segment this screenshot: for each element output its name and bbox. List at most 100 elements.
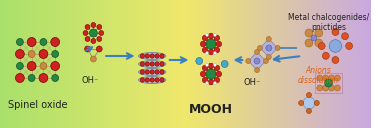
Circle shape <box>17 62 23 70</box>
Circle shape <box>202 47 208 53</box>
Circle shape <box>332 29 339 35</box>
Circle shape <box>160 70 164 74</box>
Circle shape <box>328 75 335 81</box>
Circle shape <box>52 51 59 57</box>
Circle shape <box>214 47 220 53</box>
Circle shape <box>145 78 149 82</box>
Circle shape <box>266 45 272 51</box>
Circle shape <box>208 63 214 69</box>
Circle shape <box>155 70 159 74</box>
Circle shape <box>246 58 251 63</box>
Circle shape <box>51 38 60 46</box>
Circle shape <box>150 54 154 58</box>
Circle shape <box>332 56 339 63</box>
Circle shape <box>322 52 329 59</box>
Circle shape <box>83 30 88 35</box>
Circle shape <box>28 74 35 82</box>
Circle shape <box>214 82 216 84</box>
Circle shape <box>214 51 216 55</box>
Circle shape <box>40 62 47 70</box>
Text: OH⁻: OH⁻ <box>82 76 99 85</box>
Circle shape <box>28 51 35 57</box>
Circle shape <box>155 54 159 58</box>
Polygon shape <box>260 39 277 57</box>
Ellipse shape <box>138 77 166 83</box>
Text: Metal chalcogenides/
pnictides: Metal chalcogenides/ pnictides <box>288 13 369 32</box>
Circle shape <box>315 29 323 37</box>
Circle shape <box>221 61 228 67</box>
Circle shape <box>214 35 220 41</box>
Circle shape <box>91 23 96 28</box>
Circle shape <box>208 79 214 85</box>
Circle shape <box>200 41 206 47</box>
Circle shape <box>140 70 144 74</box>
Circle shape <box>202 65 208 71</box>
Circle shape <box>254 67 259 72</box>
Ellipse shape <box>138 68 166 76</box>
Circle shape <box>196 57 203 65</box>
Circle shape <box>346 42 353 50</box>
Circle shape <box>15 50 24 58</box>
Circle shape <box>15 73 24 83</box>
Circle shape <box>214 65 220 71</box>
Circle shape <box>299 100 304 105</box>
Circle shape <box>323 85 328 91</box>
Circle shape <box>311 35 317 41</box>
Text: Spinel oxide: Spinel oxide <box>8 100 67 110</box>
Circle shape <box>206 34 209 36</box>
Circle shape <box>275 45 280 51</box>
Circle shape <box>315 39 323 47</box>
Circle shape <box>325 79 333 87</box>
Circle shape <box>160 78 164 82</box>
Circle shape <box>263 58 268 63</box>
Circle shape <box>90 29 97 37</box>
Circle shape <box>17 39 23 45</box>
Circle shape <box>254 50 259 55</box>
Circle shape <box>145 62 149 66</box>
Circle shape <box>91 39 96 44</box>
Circle shape <box>39 73 48 83</box>
Circle shape <box>150 62 154 66</box>
Circle shape <box>335 85 340 91</box>
Circle shape <box>90 56 96 62</box>
Circle shape <box>97 36 102 41</box>
Circle shape <box>208 33 214 39</box>
Circle shape <box>200 71 206 77</box>
Circle shape <box>97 24 102 29</box>
Circle shape <box>39 50 48 58</box>
Circle shape <box>342 33 349 40</box>
Circle shape <box>85 46 90 52</box>
Circle shape <box>257 45 262 51</box>
Bar <box>315 73 342 93</box>
Circle shape <box>145 54 149 58</box>
Circle shape <box>305 39 313 47</box>
Ellipse shape <box>138 52 166 60</box>
Circle shape <box>202 77 208 83</box>
Circle shape <box>323 75 328 81</box>
Circle shape <box>150 70 154 74</box>
Circle shape <box>99 30 104 35</box>
Circle shape <box>160 62 164 66</box>
Circle shape <box>317 85 323 91</box>
Circle shape <box>214 34 216 36</box>
Circle shape <box>305 29 313 37</box>
Circle shape <box>155 62 159 66</box>
Circle shape <box>155 78 159 82</box>
Circle shape <box>216 71 222 77</box>
Circle shape <box>314 100 319 105</box>
Circle shape <box>266 36 271 41</box>
Circle shape <box>307 109 311 114</box>
Circle shape <box>214 77 220 83</box>
Circle shape <box>208 49 214 55</box>
Circle shape <box>140 78 144 82</box>
Circle shape <box>27 38 36 46</box>
Circle shape <box>216 41 222 47</box>
Circle shape <box>206 63 209 67</box>
Circle shape <box>52 74 59 82</box>
Circle shape <box>317 75 323 81</box>
Circle shape <box>96 46 102 52</box>
Circle shape <box>206 82 209 84</box>
Circle shape <box>329 40 342 52</box>
Circle shape <box>202 35 208 41</box>
Circle shape <box>307 93 311 98</box>
